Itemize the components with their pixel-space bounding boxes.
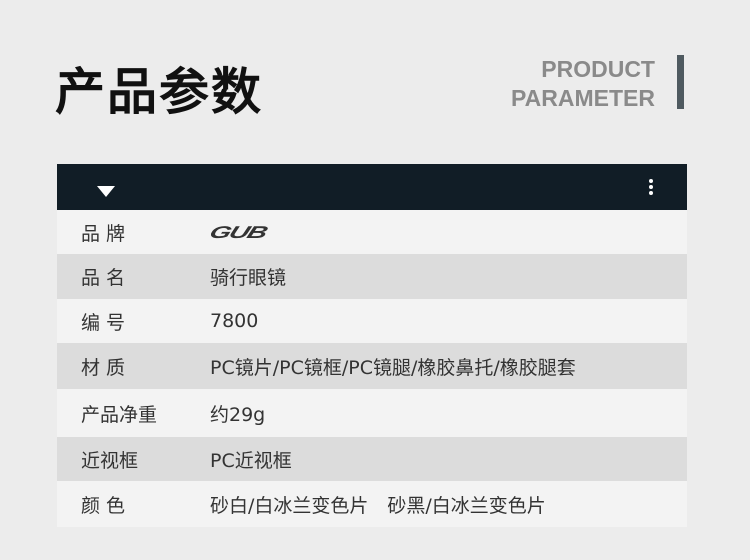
brand-logo: GUB (207, 221, 687, 243)
table-row: 材 质 PC镜片/PC镜框/PC镜腿/橡胶鼻托/橡胶腿套 (57, 343, 687, 389)
row-value: 骑行眼镜 (210, 267, 287, 289)
row-key: 品 名 (81, 267, 126, 289)
page-title: 产品参数 (55, 63, 263, 121)
subtitle-line: PARAMETER (511, 85, 655, 111)
accent-bar (677, 55, 684, 109)
row-value: 砂白/白冰兰变色片 砂黑/白冰兰变色片 (210, 494, 546, 517)
row-key: 近视框 (81, 449, 139, 472)
row-key: 产品净重 (81, 403, 158, 426)
more-vertical-icon[interactable] (649, 179, 653, 197)
table-row: 品 名 骑行眼镜 (57, 254, 687, 299)
table-row: 品 牌 GUB (57, 210, 687, 254)
row-value: 约29g (210, 403, 266, 426)
row-key: 颜 色 (81, 494, 126, 517)
parameter-table: 品 牌 GUB 品 名 骑行眼镜编 号 7800 材 质 PC镜片/PC镜框/PC镜腿/橡胶… (57, 164, 687, 527)
english-subtitle: PRODUCT PARAMETER (511, 55, 655, 113)
triangle-down-icon[interactable] (97, 186, 115, 197)
row-value: PC近视框 (210, 449, 292, 472)
table-row: 近视框 PC近视框 (57, 437, 687, 481)
row-key: 品 牌 (81, 222, 126, 245)
table-row: 颜 色 砂白/白冰兰变色片 砂黑/白冰兰变色片 (57, 481, 687, 527)
table-header (57, 164, 687, 210)
row-key: 材 质 (81, 356, 126, 379)
row-key: 编 号 (81, 311, 126, 334)
row-value: 7800 (210, 310, 259, 332)
brand-logo-text: GUB (206, 223, 270, 242)
subtitle-line: PRODUCT (541, 56, 655, 82)
row-value: PC镜片/PC镜框/PC镜腿/橡胶鼻托/橡胶腿套 (210, 356, 576, 379)
table-row: 产品净重 约29g (57, 389, 687, 437)
table-row: 编 号 7800 (57, 299, 687, 343)
